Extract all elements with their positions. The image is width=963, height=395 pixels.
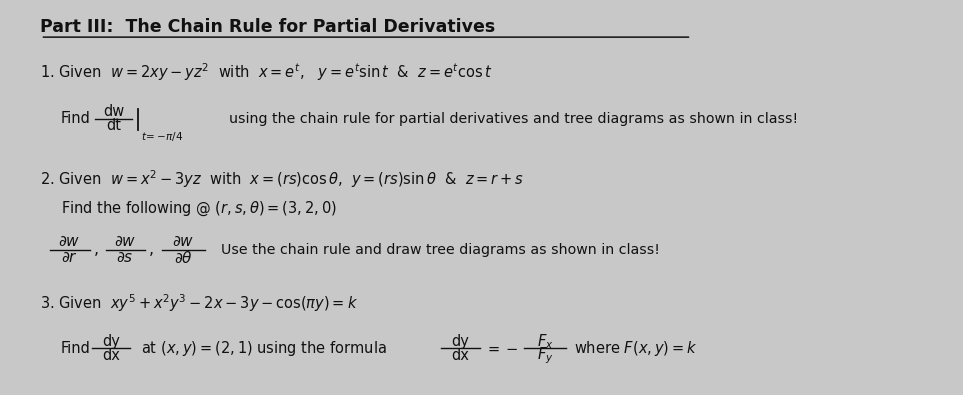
- Text: Part III:  The Chain Rule for Partial Derivatives: Part III: The Chain Rule for Partial Der…: [40, 18, 496, 36]
- Text: Find: Find: [61, 341, 91, 356]
- Text: dy: dy: [102, 334, 119, 349]
- Text: ,: ,: [149, 242, 154, 257]
- Text: $= -$: $= -$: [485, 341, 519, 356]
- Text: ,: ,: [93, 242, 98, 257]
- Text: $\partial w$: $\partial w$: [58, 234, 81, 249]
- Text: $t\!=\!-\!\pi/4$: $t\!=\!-\!\pi/4$: [141, 130, 183, 143]
- Text: using the chain rule for partial derivatives and tree diagrams as shown in class: using the chain rule for partial derivat…: [229, 111, 798, 126]
- Text: Use the chain rule and draw tree diagrams as shown in class!: Use the chain rule and draw tree diagram…: [221, 243, 661, 257]
- Text: $F_y$: $F_y$: [536, 345, 554, 366]
- Text: 3. Given  $xy^5 + x^2y^3 - 2x - 3y - \cos(\pi y) = k$: 3. Given $xy^5 + x^2y^3 - 2x - 3y - \cos…: [40, 292, 358, 314]
- Text: dt: dt: [106, 118, 121, 133]
- Text: where $F(x, y) = k$: where $F(x, y) = k$: [574, 339, 697, 358]
- Text: Find: Find: [61, 111, 91, 126]
- Text: dx: dx: [452, 348, 469, 363]
- Text: $\partial \theta$: $\partial \theta$: [173, 250, 193, 265]
- Text: $\partial s$: $\partial s$: [117, 250, 134, 265]
- Text: $\partial r$: $\partial r$: [61, 250, 78, 265]
- Text: dw: dw: [103, 104, 124, 119]
- Text: $F_x$: $F_x$: [536, 332, 554, 351]
- Text: $\partial w$: $\partial w$: [114, 234, 137, 249]
- Text: dx: dx: [102, 348, 119, 363]
- Text: 1. Given  $w = 2xy - yz^2$  with  $x = e^t$,   $y = e^t \sin t$  &  $z = e^t \co: 1. Given $w = 2xy - yz^2$ with $x = e^t$…: [40, 61, 493, 83]
- Text: $\partial w$: $\partial w$: [171, 234, 195, 249]
- Text: dy: dy: [452, 334, 469, 349]
- Text: 2. Given  $w = x^2 - 3yz$  with  $x = (rs)\cos\theta$,  $y = (rs)\sin\theta$  & : 2. Given $w = x^2 - 3yz$ with $x = (rs)\…: [40, 168, 525, 190]
- Text: Find the following @ $(r, s, \theta) = (3, 2, 0)$: Find the following @ $(r, s, \theta) = (…: [61, 199, 337, 218]
- Text: at $(x, y) = (2,1)$ using the formula: at $(x, y) = (2,1)$ using the formula: [141, 339, 386, 358]
